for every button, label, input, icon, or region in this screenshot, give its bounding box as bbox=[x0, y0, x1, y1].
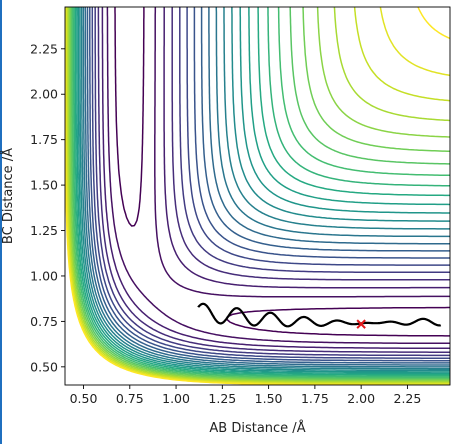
x-tick-label: 1.75 bbox=[301, 391, 329, 406]
x-tick-label: 2.00 bbox=[347, 391, 375, 406]
contour-level bbox=[77, 7, 450, 373]
x-tick-label: 2.25 bbox=[394, 391, 422, 406]
trajectory-line bbox=[197, 302, 442, 328]
contour-level bbox=[94, 7, 450, 357]
contour-level bbox=[76, 7, 450, 375]
contour-level bbox=[79, 7, 450, 372]
x-tick-label: 1.00 bbox=[162, 391, 190, 406]
contour-level bbox=[70, 7, 450, 380]
y-tick-label: 1.25 bbox=[30, 223, 58, 238]
contour-level bbox=[82, 7, 450, 368]
y-tick-label: 0.75 bbox=[30, 314, 58, 329]
trajectory-layer bbox=[197, 302, 442, 328]
x-tick-label: 0.50 bbox=[70, 391, 98, 406]
x-axis-title: AB Distance /Å bbox=[209, 420, 305, 436]
y-tick-label: 2.00 bbox=[30, 87, 58, 102]
contour-level bbox=[69, 7, 450, 381]
contour-level bbox=[80, 7, 450, 370]
contour-level bbox=[71, 7, 450, 379]
y-tick-label: 0.50 bbox=[30, 359, 58, 374]
contour-lines bbox=[65, 7, 450, 385]
plot-frame bbox=[64, 6, 451, 386]
x-axis: 0.50 0.75 1.00 1.25 1.50 1.75 2.00 2.25 bbox=[70, 385, 422, 406]
contour-level bbox=[74, 7, 450, 376]
contour-level bbox=[101, 7, 450, 350]
contour-level bbox=[114, 7, 450, 337]
contour-level bbox=[97, 7, 450, 353]
y-tick-label: 1.50 bbox=[30, 178, 58, 193]
contour-level bbox=[65, 7, 450, 385]
window-edge bbox=[0, 0, 2, 444]
position-marker bbox=[356, 319, 366, 329]
marker-layer bbox=[356, 319, 366, 329]
x-tick-label: 1.50 bbox=[255, 391, 283, 406]
contour-level bbox=[86, 7, 450, 364]
contour-level bbox=[84, 7, 450, 366]
contour-level bbox=[106, 7, 450, 345]
y-tick-label: 1.75 bbox=[30, 132, 58, 147]
y-tick-label: 1.00 bbox=[30, 268, 58, 283]
x-tick-label: 1.25 bbox=[208, 391, 236, 406]
contour-level bbox=[91, 7, 450, 359]
y-axis: 0.50 0.75 1.00 1.25 1.50 1.75 2.00 2.25 bbox=[30, 41, 65, 374]
y-axis-title: BC Distance /Å bbox=[0, 148, 16, 244]
contour-level bbox=[89, 7, 450, 362]
contour-level bbox=[68, 7, 450, 382]
contour-level bbox=[66, 7, 450, 384]
y-tick-label: 2.25 bbox=[30, 41, 58, 56]
contour-level bbox=[67, 7, 450, 383]
x-tick-label: 0.75 bbox=[116, 391, 144, 406]
contour-level bbox=[73, 7, 450, 377]
